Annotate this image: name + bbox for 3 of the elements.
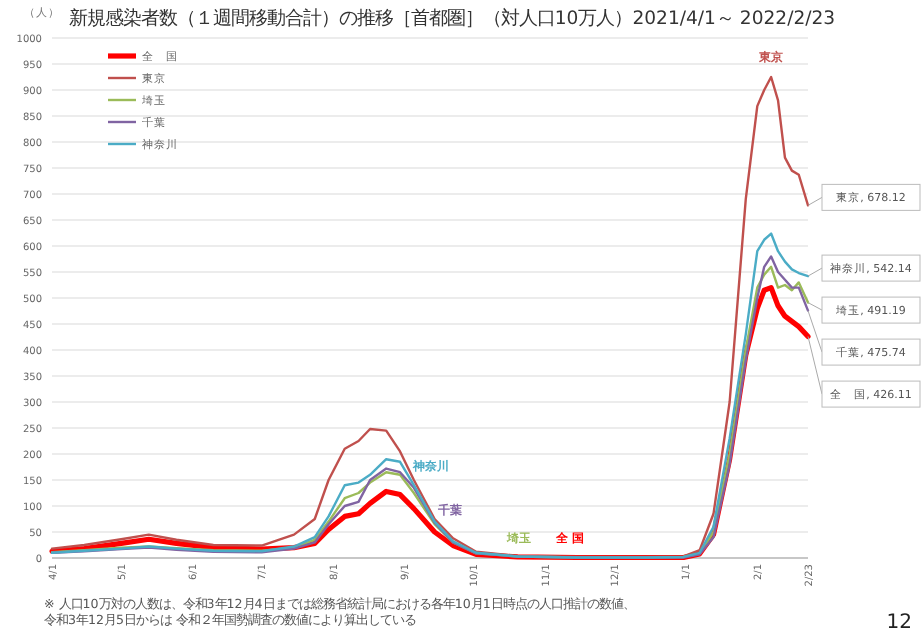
text: 12: [886, 612, 912, 634]
chart-title: 新規感染者数（１週間移動合計）の推移［首都圏］（対人口10万人）2021/4/1～ 2022/2/23: [68, 8, 836, 30]
line-series: [50, 75, 810, 559]
